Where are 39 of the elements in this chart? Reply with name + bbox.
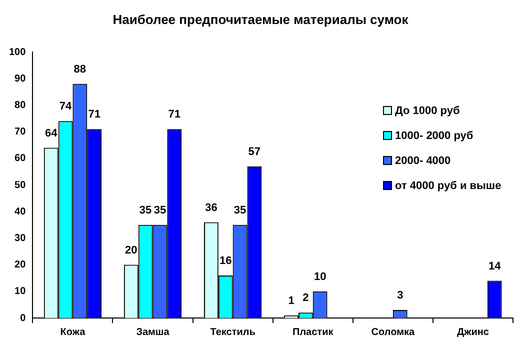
y-tick-label: 90 xyxy=(14,73,26,84)
y-tick-label: 60 xyxy=(14,153,26,164)
data-label: 88 xyxy=(74,63,86,76)
data-label: 35 xyxy=(154,204,166,216)
chart-title: Наиболее предпочитаемые материалы сумок xyxy=(112,12,410,27)
data-label: 1 xyxy=(288,294,294,307)
data-label: 2 xyxy=(302,292,309,304)
x-tick-label: Соломка xyxy=(371,326,415,338)
legend-label: от 4000 руб и выше xyxy=(395,180,502,192)
data-label: 71 xyxy=(88,108,100,121)
legend-label: 2000- 4000 xyxy=(395,154,451,166)
x-tick-label: Текстиль xyxy=(210,326,256,338)
y-tick-label: 50 xyxy=(14,180,26,191)
data-label: 36 xyxy=(205,202,218,214)
data-label: 57 xyxy=(248,146,261,158)
y-tick-label: 20 xyxy=(14,260,26,271)
data-label: 64 xyxy=(44,127,58,140)
data-label: 16 xyxy=(219,254,232,267)
data-label: 14 xyxy=(488,260,502,272)
data-label: 35 xyxy=(139,204,152,216)
y-tick-label: 30 xyxy=(14,232,26,244)
x-tick-label: Замша xyxy=(136,326,170,338)
data-label: 35 xyxy=(234,204,246,216)
data-label: 10 xyxy=(314,270,326,283)
legend-label: 1000- 2000 руб xyxy=(395,130,474,142)
data-label: 71 xyxy=(168,108,181,121)
y-tick-label: 100 xyxy=(8,46,26,58)
x-tick-label: Кожа xyxy=(60,326,86,338)
y-tick-label: 80 xyxy=(14,100,26,111)
data-label: 74 xyxy=(59,100,72,113)
y-tick-label: 0 xyxy=(20,312,26,324)
data-label: 3 xyxy=(397,290,404,302)
legend-label: До 1000 руб xyxy=(395,104,460,116)
x-tick-label: Джинс xyxy=(456,326,490,338)
y-tick-label: 70 xyxy=(14,126,26,138)
x-tick-label: Пластик xyxy=(292,326,334,338)
data-label: 20 xyxy=(125,244,138,256)
y-tick-label: 40 xyxy=(14,206,26,218)
y-tick-label: 10 xyxy=(14,286,26,298)
